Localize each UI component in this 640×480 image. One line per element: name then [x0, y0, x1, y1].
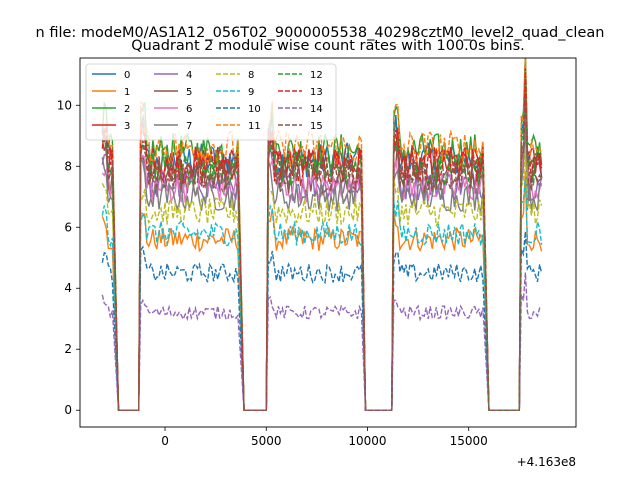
- y-tick-label: 0: [64, 403, 72, 417]
- x-offset-label: +4.163e8: [517, 455, 576, 469]
- legend-label-4: 4: [186, 70, 192, 81]
- chart-title: Quadrant 2 module wise count rates with …: [131, 38, 525, 54]
- y-tick-label: 8: [64, 159, 72, 173]
- figure-suptitle: n file: modeM0/AS1A12_056T02_9000005538_…: [36, 25, 605, 41]
- legend-label-5: 5: [186, 87, 192, 98]
- legend-label-2: 2: [124, 104, 130, 115]
- y-tick-label: 10: [57, 98, 72, 112]
- series-line-7: [101, 122, 543, 411]
- x-tick-label: 15000: [450, 434, 488, 448]
- series-line-6: [101, 106, 543, 411]
- y-axis: 0 2 4 6 8 10: [57, 98, 80, 417]
- series-line-15: [101, 99, 543, 411]
- legend-label-7: 7: [186, 121, 192, 132]
- y-tick-label: 4: [64, 281, 72, 295]
- legend-label-10: 10: [248, 104, 261, 115]
- x-tick-label: 5000: [251, 434, 282, 448]
- legend-label-15: 15: [310, 121, 323, 132]
- plot-frame: [79, 57, 577, 428]
- series-line-11: [101, 58, 543, 411]
- legend-label-12: 12: [310, 70, 323, 81]
- series-line-13: [101, 68, 543, 411]
- series-line-14: [101, 272, 542, 411]
- x-tick-label: 0: [161, 434, 169, 448]
- series-line-10: [101, 231, 543, 411]
- x-axis: 0 5000 10000 15000: [161, 427, 488, 448]
- legend-label-13: 13: [310, 87, 323, 98]
- legend-label-1: 1: [124, 87, 130, 98]
- legend-label-9: 9: [248, 87, 254, 98]
- legend-label-0: 0: [124, 70, 130, 81]
- series-layer: [101, 58, 543, 411]
- x-tick-label: 10000: [348, 434, 386, 448]
- series-line-9: [101, 178, 543, 411]
- y-tick-label: 6: [64, 220, 72, 234]
- legend-label-6: 6: [186, 104, 192, 115]
- legend-label-14: 14: [310, 104, 323, 115]
- legend-label-11: 11: [248, 121, 261, 132]
- y-tick-label: 2: [64, 342, 72, 356]
- legend-label-3: 3: [124, 121, 130, 132]
- legend-frame: [85, 63, 337, 141]
- legend-label-8: 8: [248, 70, 254, 81]
